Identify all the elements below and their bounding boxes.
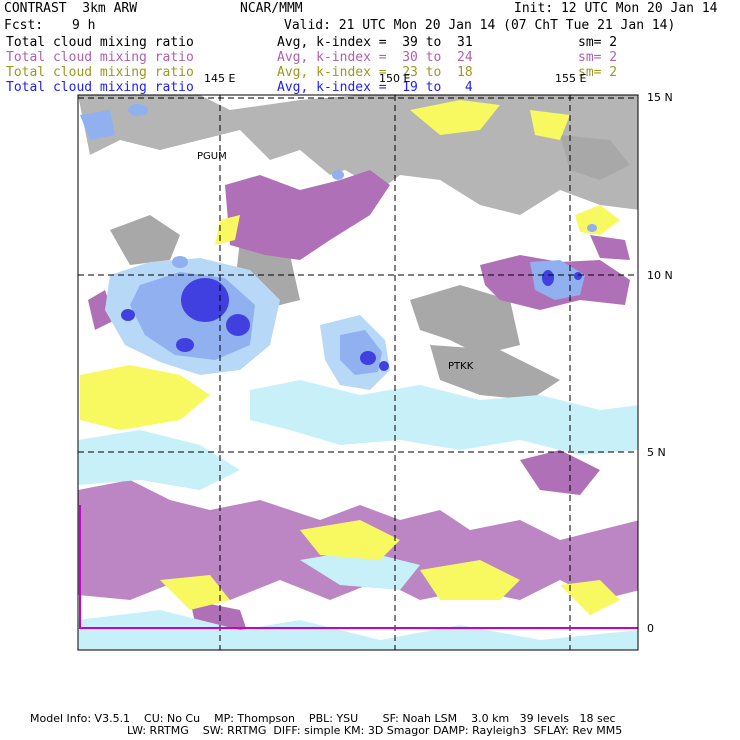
lon-label-150: 150 E — [379, 72, 411, 85]
field-range-1: Avg, k-index = 39 to 31 — [277, 35, 473, 50]
lon-label-145: 145 E — [204, 72, 236, 85]
field-name-1: Total cloud mixing ratio — [6, 35, 194, 50]
forecast-hour: 9 h — [72, 18, 96, 33]
lat-label-5n: 5 N — [647, 446, 666, 459]
field-sm-3: sm= 2 — [578, 65, 618, 80]
map-field — [78, 95, 638, 650]
domain-border — [79, 505, 638, 629]
lat-label-0: 0 — [647, 622, 654, 635]
init-time: Init: 12 UTC Mon 20 Jan 14 — [514, 1, 718, 16]
field-range-4: Avg, k-index = 19 to 4 — [277, 80, 473, 95]
field-sm-1: sm= 2 — [578, 35, 618, 50]
forecast-label: Fcst: — [4, 18, 44, 33]
field-sm-2: sm= 2 — [578, 50, 618, 65]
station-pgum: PGUM — [197, 151, 227, 162]
model-info-line1: Model Info: V3.5.1 CU: No Cu MP: Thompso… — [30, 712, 616, 725]
lat-label-15n: 15 N — [647, 91, 673, 104]
station-ptkk: PTKK — [448, 361, 474, 372]
lat-label-10n: 10 N — [647, 269, 673, 282]
yellow-cloud-layer — [80, 100, 620, 615]
field-name-4: Total cloud mixing ratio — [6, 80, 194, 95]
lat-lon-grid — [78, 95, 638, 650]
field-range-3: Avg, k-index = 23 to 18 — [277, 65, 473, 80]
field-name-2: Total cloud mixing ratio — [6, 50, 194, 65]
convective-cores — [80, 104, 597, 390]
field-range-2: Avg, k-index = 30 to 24 — [277, 50, 473, 65]
map-frame — [77, 94, 639, 651]
center-label: NCAR/MMM — [240, 1, 303, 16]
model-title: CONTRAST 3km ARW — [4, 1, 138, 16]
valid-time: Valid: 21 UTC Mon 20 Jan 14 (07 ChT Tue … — [284, 18, 676, 33]
lightblue-cloud-layer — [78, 380, 638, 650]
model-info-line2: LW: RRTMG SW: RRTMG DIFF: simple KM: 3D … — [127, 724, 623, 737]
field-name-3: Total cloud mixing ratio — [6, 65, 194, 80]
lon-label-155: 155 E — [555, 72, 587, 85]
